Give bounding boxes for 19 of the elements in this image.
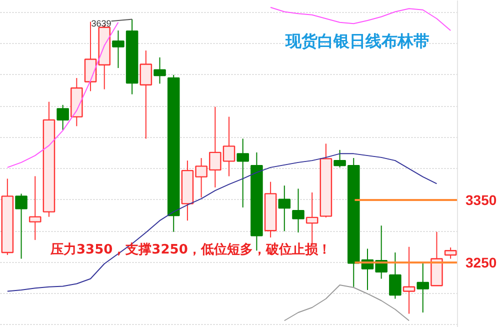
candlestick	[416, 262, 430, 313]
text: 现货白银日线布林带	[284, 32, 430, 50]
candlestick	[28, 176, 42, 240]
line-series	[6, 153, 438, 292]
line-series	[284, 284, 410, 322]
candlestick	[56, 104, 69, 130]
candlestick	[15, 193, 28, 260]
candlestick	[292, 188, 304, 233]
candlestick	[236, 138, 249, 208]
candlestick	[402, 246, 416, 314]
candlestick	[140, 50, 152, 140]
candlestick	[444, 246, 457, 260]
y-tick-label: 3250	[466, 254, 497, 270]
annotation: 3639	[91, 18, 112, 28]
candlestick	[278, 185, 291, 232]
candlestick	[389, 252, 402, 300]
candlestick	[154, 56, 166, 84]
candlestick	[334, 149, 346, 168]
y-tick-label: 3350	[466, 192, 497, 208]
